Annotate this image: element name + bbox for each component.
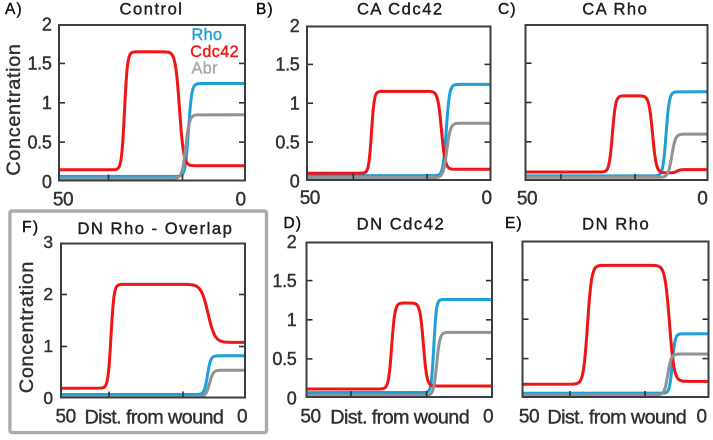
- svg-text:E): E): [505, 215, 523, 232]
- svg-text:0: 0: [483, 407, 493, 428]
- svg-text:CA Cdc42: CA Cdc42: [357, 0, 444, 18]
- svg-text:0.5: 0.5: [27, 132, 51, 152]
- svg-text:Rho: Rho: [192, 26, 223, 44]
- svg-text:50: 50: [56, 406, 76, 427]
- svg-text:Concentration: Concentration: [3, 43, 25, 175]
- svg-text:50: 50: [517, 189, 537, 210]
- svg-text:50: 50: [519, 407, 539, 428]
- svg-text:D): D): [284, 215, 303, 232]
- svg-text:Dist. from wound: Dist. from wound: [330, 406, 469, 428]
- svg-text:1.5: 1.5: [272, 271, 296, 291]
- svg-text:2: 2: [290, 16, 300, 36]
- svg-text:Concentration: Concentration: [16, 261, 38, 393]
- svg-text:1.5: 1.5: [27, 54, 51, 74]
- svg-text:0: 0: [43, 388, 52, 408]
- svg-text:1: 1: [43, 336, 52, 356]
- svg-text:CA Rho: CA Rho: [582, 0, 648, 18]
- svg-text:DN Rho: DN Rho: [582, 215, 650, 234]
- svg-text:0: 0: [42, 172, 52, 192]
- svg-text:A): A): [5, 1, 23, 18]
- svg-text:0: 0: [697, 189, 707, 210]
- svg-text:0: 0: [290, 171, 300, 191]
- svg-text:Dist. from wound: Dist. from wound: [547, 406, 686, 428]
- svg-text:0.5: 0.5: [275, 132, 299, 152]
- svg-text:0: 0: [237, 406, 247, 427]
- svg-text:0: 0: [287, 388, 297, 408]
- svg-text:1: 1: [42, 93, 52, 113]
- svg-text:DN Rho - Overlap: DN Rho - Overlap: [77, 219, 233, 238]
- svg-text:C): C): [498, 1, 517, 18]
- svg-text:2: 2: [42, 14, 52, 34]
- svg-text:50: 50: [300, 407, 320, 428]
- svg-text:3: 3: [43, 232, 52, 252]
- svg-text:B): B): [256, 1, 274, 18]
- svg-text:0.5: 0.5: [272, 349, 296, 369]
- svg-text:Abr: Abr: [192, 60, 219, 78]
- svg-text:2: 2: [287, 232, 297, 252]
- svg-text:Dist. from wound: Dist. from wound: [84, 406, 223, 428]
- svg-text:1.5: 1.5: [275, 55, 299, 75]
- svg-text:Cdc42: Cdc42: [190, 43, 239, 61]
- svg-text:F): F): [22, 219, 39, 236]
- svg-text:Control: Control: [120, 0, 184, 18]
- svg-text:DN Cdc42: DN Cdc42: [357, 215, 446, 234]
- svg-text:1: 1: [290, 94, 300, 114]
- svg-text:50: 50: [53, 189, 73, 210]
- svg-text:2: 2: [43, 284, 52, 304]
- svg-text:0: 0: [481, 188, 491, 209]
- svg-text:0: 0: [697, 407, 707, 428]
- svg-text:50: 50: [300, 188, 320, 209]
- svg-text:0: 0: [235, 189, 245, 210]
- svg-text:1: 1: [287, 310, 297, 330]
